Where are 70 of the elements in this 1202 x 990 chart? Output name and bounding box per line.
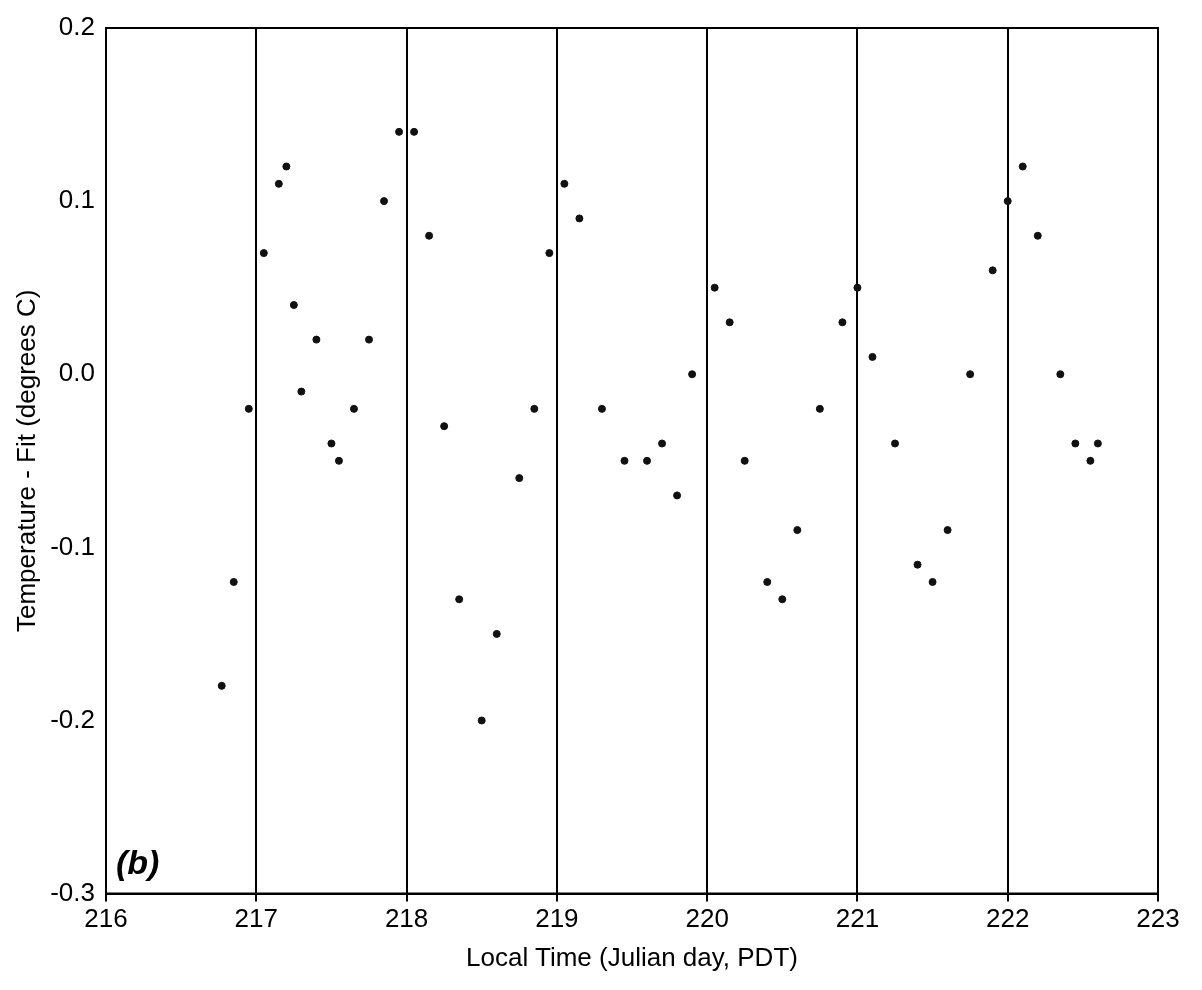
point bbox=[943, 526, 952, 535]
point bbox=[244, 404, 253, 413]
point bbox=[643, 456, 652, 465]
point bbox=[575, 214, 584, 223]
annotation: (b) bbox=[116, 842, 160, 881]
point bbox=[1018, 162, 1027, 171]
point bbox=[1086, 456, 1095, 465]
point bbox=[455, 595, 464, 604]
point bbox=[1033, 231, 1042, 240]
y-tick-label: -0.2 bbox=[50, 703, 95, 734]
point bbox=[966, 370, 975, 379]
point bbox=[515, 474, 524, 483]
x-tick-label: 217 bbox=[234, 903, 278, 934]
point bbox=[282, 162, 291, 171]
point bbox=[838, 318, 847, 327]
point bbox=[259, 249, 268, 258]
point bbox=[395, 127, 404, 136]
point bbox=[793, 526, 802, 535]
point bbox=[778, 595, 787, 604]
x-tick-label: 219 bbox=[535, 903, 579, 934]
point bbox=[492, 629, 501, 638]
point bbox=[868, 352, 877, 361]
point bbox=[440, 422, 449, 431]
point bbox=[1056, 370, 1065, 379]
y-tick-label: 0.2 bbox=[58, 11, 95, 42]
y-tick-label: 0.1 bbox=[58, 184, 95, 215]
point bbox=[560, 179, 569, 188]
x-tick-label: 223 bbox=[1136, 903, 1180, 934]
point bbox=[763, 577, 772, 586]
point bbox=[312, 335, 321, 344]
y-tick-label: -0.1 bbox=[50, 530, 95, 561]
point bbox=[740, 456, 749, 465]
point bbox=[380, 197, 389, 206]
point bbox=[365, 335, 373, 344]
point bbox=[710, 283, 719, 292]
y-axis-title: Temperature - Fit (degrees C) bbox=[10, 289, 41, 633]
point bbox=[620, 456, 629, 465]
point bbox=[545, 249, 554, 258]
point bbox=[658, 439, 667, 448]
point bbox=[334, 456, 343, 465]
point bbox=[1003, 197, 1012, 206]
point bbox=[1093, 439, 1102, 448]
point bbox=[410, 127, 419, 136]
point bbox=[725, 318, 734, 327]
point bbox=[913, 560, 922, 569]
point bbox=[297, 387, 306, 396]
point bbox=[673, 491, 682, 500]
point bbox=[688, 370, 697, 379]
point bbox=[217, 681, 226, 690]
point bbox=[274, 179, 283, 188]
point bbox=[815, 404, 824, 413]
x-tick-label: 222 bbox=[986, 903, 1030, 934]
point bbox=[530, 404, 539, 413]
point bbox=[477, 716, 486, 725]
x-tick-label: 221 bbox=[835, 903, 880, 934]
y-tick-label: 0.0 bbox=[58, 357, 95, 388]
x-axis-title: Local Time (Julian day, PDT) bbox=[466, 941, 798, 972]
point bbox=[1071, 439, 1080, 448]
point bbox=[349, 404, 358, 413]
point bbox=[928, 577, 937, 586]
point bbox=[425, 231, 434, 240]
x-tick-label: 220 bbox=[685, 903, 729, 934]
point bbox=[327, 439, 336, 448]
point bbox=[229, 577, 238, 586]
point bbox=[597, 404, 606, 413]
point bbox=[289, 300, 298, 309]
point bbox=[988, 266, 997, 275]
x-tick-label: 218 bbox=[384, 903, 429, 934]
point bbox=[853, 283, 862, 292]
point bbox=[891, 439, 899, 448]
